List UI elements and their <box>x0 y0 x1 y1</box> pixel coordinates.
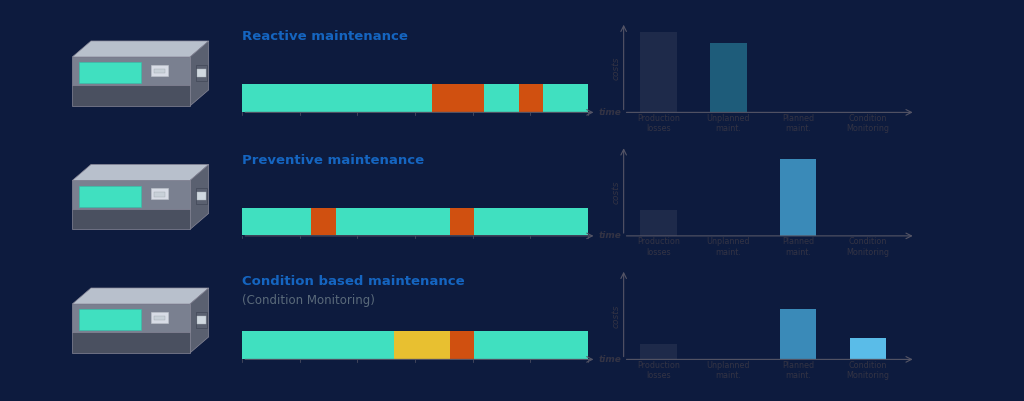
Bar <box>154 192 165 197</box>
Text: costs: costs <box>611 57 621 81</box>
Text: costs: costs <box>611 304 621 328</box>
Polygon shape <box>73 304 190 332</box>
Polygon shape <box>190 288 209 353</box>
Text: Production
losses: Production losses <box>637 114 680 134</box>
Bar <box>640 210 677 236</box>
Text: time: time <box>599 355 622 364</box>
Bar <box>394 331 450 358</box>
Bar <box>474 331 588 358</box>
Polygon shape <box>190 164 209 229</box>
Bar <box>152 188 168 199</box>
Text: time: time <box>599 108 622 117</box>
Bar <box>152 312 168 322</box>
Text: costs: costs <box>611 180 621 204</box>
Text: Condition
Monitoring: Condition Monitoring <box>847 361 890 381</box>
Bar <box>196 312 207 328</box>
Text: Condition based maintenance: Condition based maintenance <box>243 275 465 288</box>
Text: Production
losses: Production losses <box>637 361 680 381</box>
Bar <box>484 84 518 111</box>
Bar <box>197 69 206 77</box>
Text: Planned
maint.: Planned maint. <box>782 237 814 257</box>
Bar <box>243 331 394 358</box>
Polygon shape <box>73 332 190 353</box>
Text: Production
losses: Production losses <box>637 237 680 257</box>
Text: Reactive maintenance: Reactive maintenance <box>243 30 409 43</box>
Bar <box>197 192 206 200</box>
Bar <box>711 43 746 112</box>
Polygon shape <box>190 41 209 106</box>
Polygon shape <box>73 180 190 209</box>
Bar <box>450 208 474 235</box>
Polygon shape <box>73 164 209 180</box>
Bar <box>311 208 336 235</box>
Polygon shape <box>73 41 209 57</box>
Text: Unplanned
maint.: Unplanned maint. <box>707 361 751 381</box>
Bar <box>243 208 311 235</box>
Bar <box>80 186 140 207</box>
Bar <box>432 84 484 111</box>
Bar <box>474 208 588 235</box>
Polygon shape <box>73 85 190 106</box>
Bar <box>640 344 677 359</box>
Text: Unplanned
maint.: Unplanned maint. <box>707 237 751 257</box>
Bar <box>336 208 450 235</box>
Bar <box>196 188 207 204</box>
Text: Planned
maint.: Planned maint. <box>782 114 814 134</box>
Bar <box>152 65 168 75</box>
Bar <box>243 84 432 111</box>
Polygon shape <box>73 209 190 229</box>
Text: Condition
Monitoring: Condition Monitoring <box>847 114 890 134</box>
Bar <box>543 84 588 111</box>
Bar <box>154 69 165 73</box>
Text: Condition
Monitoring: Condition Monitoring <box>847 237 890 257</box>
Polygon shape <box>73 288 209 304</box>
Bar <box>518 84 543 111</box>
Text: Unplanned
maint.: Unplanned maint. <box>707 114 751 134</box>
Bar <box>154 316 165 320</box>
Text: Preventive maintenance: Preventive maintenance <box>243 154 425 166</box>
Bar <box>850 338 886 359</box>
Bar <box>450 331 474 358</box>
Bar <box>80 310 140 330</box>
Bar <box>80 63 140 83</box>
Bar <box>196 65 207 81</box>
Polygon shape <box>73 57 190 85</box>
Text: Planned
maint.: Planned maint. <box>782 361 814 381</box>
Bar <box>197 316 206 324</box>
Text: time: time <box>599 231 622 240</box>
Bar <box>780 309 816 359</box>
Text: (Condition Monitoring): (Condition Monitoring) <box>243 294 375 307</box>
Bar <box>780 159 816 236</box>
Bar <box>640 32 677 112</box>
